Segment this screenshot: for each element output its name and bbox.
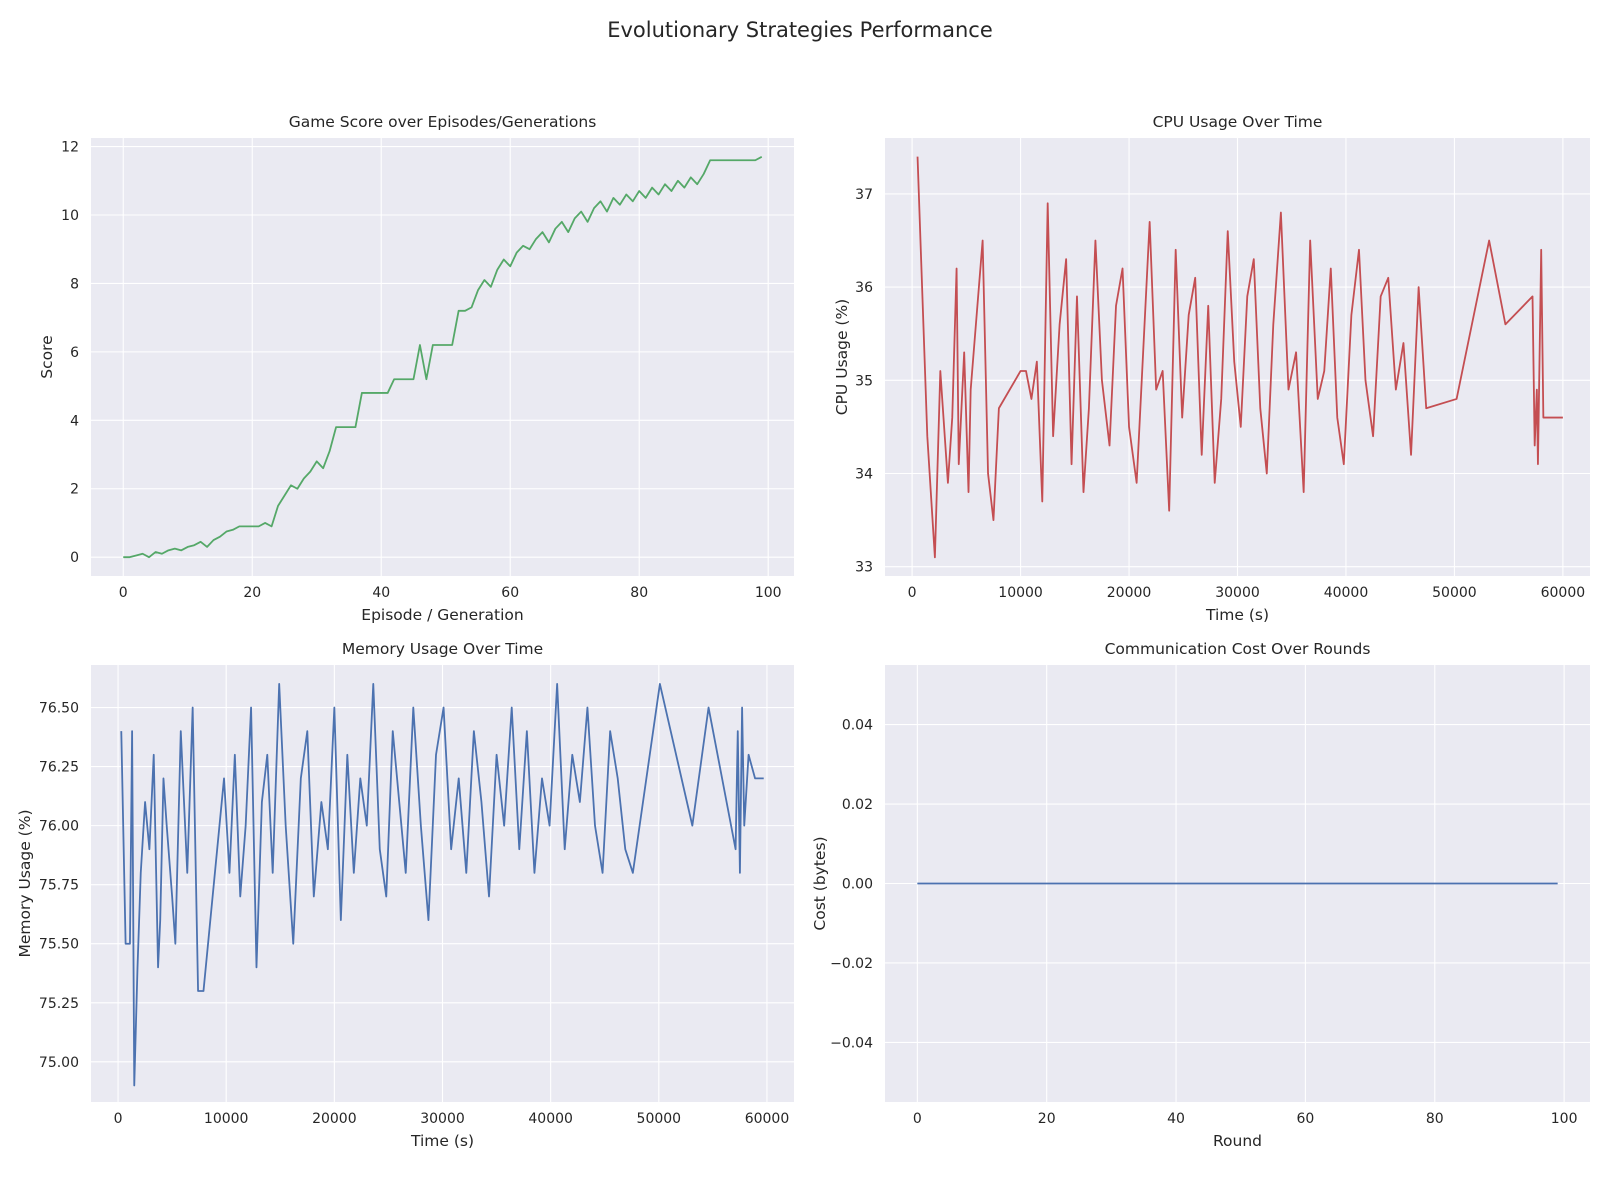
score-xlabel: Episode / Generation: [361, 606, 523, 624]
score-xtick-label: 20: [243, 585, 261, 601]
cpu-ytick-label: 34: [855, 466, 873, 482]
comm-xtick-label: 20: [1038, 1111, 1056, 1127]
score-ytick-label: 6: [70, 345, 79, 361]
comm-ytick-label: −0.04: [830, 1035, 873, 1051]
cpu-ytick-label: 36: [855, 280, 873, 296]
comm-panel: 0 20 40 60 80 100 −0.04 −0.02 0.00 0.02 0.04 Commun…: [811, 640, 1590, 1150]
score-xtick-label: 80: [630, 585, 648, 601]
cpu-ytick-label: 37: [855, 187, 873, 203]
memory-xtick-label: 30000: [420, 1111, 465, 1127]
score-xtick-label: 100: [755, 585, 782, 601]
comm-ytick-label: −0.02: [830, 956, 873, 972]
score-series-line: [123, 156, 763, 559]
memory-xtick-label: 40000: [528, 1111, 573, 1127]
score-title: Game Score over Episodes/Generations: [289, 113, 597, 131]
memory-xlabel: Time (s): [410, 1132, 474, 1150]
cpu-xtick-label: 60000: [1541, 585, 1586, 601]
comm-ytick-label: 0.00: [842, 877, 873, 893]
memory-series-line: [120, 683, 764, 1087]
memory-xtick-label: 50000: [637, 1111, 682, 1127]
cpu-ylabel: CPU Usage (%): [833, 299, 851, 416]
score-ytick-label: 0: [70, 550, 79, 566]
memory-xtick-label: 10000: [204, 1111, 249, 1127]
cpu-xtick-label: 20000: [1107, 585, 1152, 601]
memory-ytick-label: 75.75: [39, 878, 79, 894]
memory-title: Memory Usage Over Time: [342, 640, 543, 658]
score-ytick-label: 10: [61, 208, 79, 224]
memory-ytick-label: 75.25: [39, 996, 79, 1012]
score-plot-area: [91, 138, 794, 576]
memory-ytick-label: 76.25: [39, 760, 79, 776]
cpu-xlabel: Time (s): [1205, 606, 1269, 624]
score-panel: 0 20 40 60 80 100 0 2 4 6 8 10 12 Game Score over Epi…: [38, 113, 794, 624]
cpu-title: CPU Usage Over Time: [1153, 113, 1323, 131]
memory-panel: 0 10000 20000 30000 40000 50000 60000 75.00 75.2…: [16, 640, 794, 1150]
comm-xtick-label: 0: [913, 1111, 922, 1127]
memory-ytick-label: 76.00: [39, 819, 79, 835]
cpu-panel: 0 10000 20000 30000 40000 50000 60000 33 34 35 36 3…: [833, 113, 1590, 624]
score-ytick-label: 8: [70, 276, 79, 292]
score-ytick-label: 12: [61, 140, 79, 156]
score-ylabel: Score: [38, 335, 56, 378]
cpu-ytick-label: 35: [855, 373, 873, 389]
comm-xtick-label: 60: [1296, 1111, 1314, 1127]
comm-ylabel: Cost (bytes): [811, 836, 829, 930]
comm-ytick-label: 0.04: [842, 718, 873, 734]
memory-ytick-label: 76.50: [39, 701, 79, 717]
comm-xtick-label: 100: [1551, 1111, 1578, 1127]
memory-ytick-label: 75.50: [39, 937, 79, 953]
memory-ylabel: Memory Usage (%): [16, 809, 34, 957]
score-ytick-label: 2: [70, 482, 79, 498]
comm-xtick-label: 40: [1167, 1111, 1185, 1127]
score-xtick-label: 0: [119, 585, 128, 601]
score-xtick-label: 40: [372, 585, 390, 601]
cpu-xtick-label: 50000: [1432, 585, 1477, 601]
cpu-ytick-label: 33: [855, 560, 873, 576]
cpu-xtick-label: 30000: [1215, 585, 1260, 601]
cpu-xtick-label: 0: [908, 585, 917, 601]
comm-xlabel: Round: [1213, 1132, 1262, 1150]
memory-xtick-label: 20000: [312, 1111, 357, 1127]
cpu-xtick-label: 40000: [1324, 585, 1369, 601]
score-xtick-label: 60: [501, 585, 519, 601]
comm-ytick-label: 0.02: [842, 797, 873, 813]
memory-xtick-label: 60000: [745, 1111, 790, 1127]
memory-xtick-label: 0: [114, 1111, 123, 1127]
cpu-series-line: [916, 156, 1563, 559]
cpu-xtick-label: 10000: [998, 585, 1043, 601]
comm-title: Communication Cost Over Rounds: [1105, 640, 1371, 658]
memory-ytick-label: 75.00: [39, 1055, 79, 1071]
figure-title: Evolutionary Strategies Performance: [607, 18, 993, 42]
score-ytick-label: 4: [70, 413, 79, 429]
comm-xtick-label: 80: [1426, 1111, 1444, 1127]
